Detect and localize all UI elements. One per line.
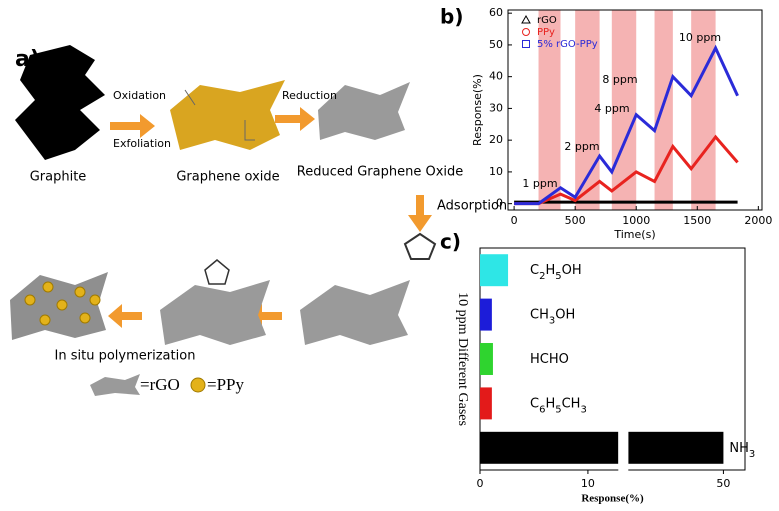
y-tick-label: 60 (489, 6, 503, 19)
annotation: 4 ppm (594, 102, 629, 115)
y-axis-label: 10 ppm Different Gases (455, 292, 470, 426)
x-tick-label: 1000 (622, 214, 650, 227)
legend-label: PPy (537, 27, 555, 38)
x-tick-label: 2000 (744, 214, 772, 227)
rgo-shape (318, 82, 410, 140)
panel-label: b) (440, 5, 463, 29)
rgo-shape (300, 280, 410, 345)
ppy-particles (24, 281, 101, 326)
axis-break (618, 430, 629, 480)
y-tick-label: 10 (489, 165, 503, 178)
graphite-shape (15, 45, 105, 160)
x-axis-label: Time(s) (613, 228, 655, 241)
bar (480, 254, 509, 287)
y-tick-label: 40 (489, 70, 503, 83)
label: Graphite (30, 170, 87, 185)
arrow (275, 107, 315, 131)
panel-label: c) (440, 230, 461, 254)
step-label: Reduction (282, 89, 337, 102)
exposure-span (538, 10, 561, 210)
pyrrole-icon (204, 259, 230, 285)
schematic (10, 45, 437, 396)
x-tick-label: 0 (477, 477, 484, 490)
step-label: Adsorption (437, 199, 507, 214)
arrow (408, 195, 432, 232)
legend-label: 5% rGO-PPy (537, 39, 598, 50)
plot-frame (507, 9, 763, 211)
category-label: CH3OH (530, 307, 575, 326)
annotation: 2 ppm (564, 140, 599, 153)
bar (480, 387, 492, 420)
arrow (108, 304, 142, 328)
x-tick-label: 0 (511, 214, 518, 227)
arrow (110, 114, 155, 138)
legend-text: =rGO (140, 375, 180, 394)
bar (480, 431, 619, 464)
legend-marker (522, 40, 530, 48)
legend-ppy-icon (190, 377, 206, 393)
x-tick-label: 500 (565, 214, 586, 227)
functional-group (184, 89, 255, 141)
category-label: NH3 (729, 440, 755, 459)
rgo-shape (160, 280, 270, 345)
legend-marker (522, 28, 530, 36)
graphene-oxide-shape (170, 80, 285, 150)
x-tick-label: 1500 (683, 214, 711, 227)
annotation: 10 ppm (679, 31, 721, 44)
exposure-span (654, 10, 673, 210)
pyrrole-icon (403, 232, 437, 260)
legend-marker (521, 14, 531, 24)
label: Reduced Graphene Oxide (297, 165, 464, 180)
label: In situ polymerization (55, 349, 196, 364)
label: Graphene oxide (176, 170, 279, 185)
y-tick-label: 20 (489, 133, 503, 146)
bar (628, 431, 724, 464)
series-line (514, 134, 739, 206)
y-tick-label: 30 (489, 101, 503, 114)
step-label: Exfoliation (113, 137, 171, 150)
x-axis-label: Response(%) (581, 493, 644, 505)
x-tick-label: 50 (716, 477, 730, 490)
legend-text: =PPy (207, 375, 244, 394)
exposure-span (691, 10, 716, 210)
category-label: C2H5OH (530, 263, 582, 282)
category-label: HCHO (530, 352, 569, 367)
y-tick-label: 0 (496, 197, 503, 210)
annotation: 1 ppm (522, 177, 557, 190)
y-tick-label: 50 (489, 38, 503, 51)
x-tick-label: 10 (581, 477, 595, 490)
step-label: Oxidation (113, 89, 166, 102)
bar (480, 298, 492, 331)
legend-label: rGO (537, 15, 557, 26)
category-label: C6H5CH3 (530, 396, 587, 415)
panel-label: a) (15, 47, 40, 72)
series-line (514, 44, 739, 206)
bar (480, 343, 493, 375)
y-axis-label: Response(%) (471, 74, 484, 146)
legend-rgo-icon (90, 374, 140, 396)
annotation: 8 ppm (602, 73, 637, 86)
